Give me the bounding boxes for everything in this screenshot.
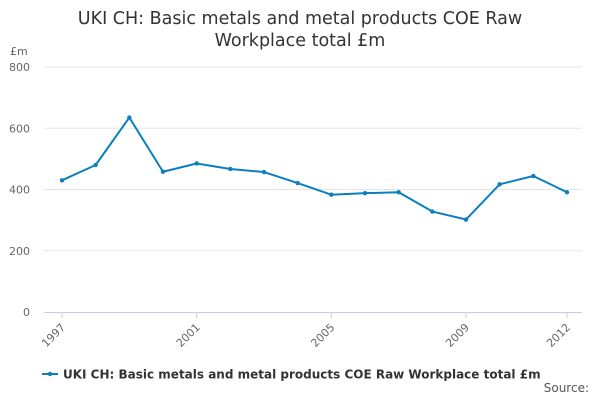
data-point (261, 169, 267, 175)
legend-label: UKI CH: Basic metals and metal products … (63, 368, 541, 382)
x-tick-label: 1997 (39, 321, 68, 350)
x-tick-label: 2009 (443, 321, 472, 350)
y-tick-label: 200 (9, 245, 30, 258)
data-point (93, 162, 98, 168)
y-tick-label: 800 (9, 61, 30, 74)
source-label: Source: (543, 381, 589, 395)
data-point (194, 161, 199, 166)
chart-title-line-1: UKI CH: Basic metals and metal products … (77, 9, 523, 29)
chart-title: UKI CH: Basic metals and metal products … (0, 8, 600, 52)
data-point (295, 180, 300, 186)
legend-marker (47, 371, 53, 377)
y-axis-label: £m (10, 45, 28, 58)
data-point (497, 182, 502, 187)
data-point (362, 190, 368, 196)
y-tick-label: 400 (9, 184, 30, 197)
data-point (531, 173, 536, 179)
x-tick-label: 2005 (308, 321, 337, 350)
data-point (463, 217, 469, 222)
data-point (564, 190, 570, 195)
data-point (329, 192, 334, 197)
y-tick-label: 600 (9, 122, 30, 135)
y-tick-label: 0 (23, 306, 30, 319)
data-point (59, 178, 65, 183)
data-point (430, 209, 435, 214)
chart-title-line-2: Workplace total £m (214, 31, 386, 51)
data-point (127, 115, 132, 120)
data-point (160, 169, 166, 174)
x-tick-label: 2012 (544, 321, 573, 350)
data-point (396, 190, 401, 195)
x-tick-label: 2001 (174, 321, 203, 350)
series-line (61, 116, 568, 221)
data-point (228, 166, 233, 172)
